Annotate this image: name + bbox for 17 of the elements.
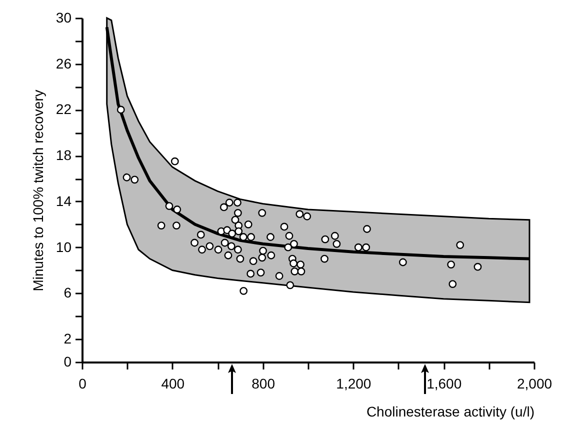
y-tick-label: 18 bbox=[56, 147, 72, 164]
y-tick-label: 14 bbox=[56, 192, 72, 209]
y-tick-label: 30 bbox=[56, 10, 72, 26]
x-tick-label: 1,600 bbox=[426, 376, 462, 392]
y-tick-label: 10 bbox=[56, 238, 72, 255]
x-tick-label: 0 bbox=[78, 376, 87, 392]
x-axis-title: Cholinesterase activity (u/l) bbox=[366, 404, 534, 420]
y-tick-label: 26 bbox=[56, 55, 72, 72]
y-tick-label: 6 bbox=[64, 284, 72, 301]
y-tick-label: 0 bbox=[64, 354, 72, 370]
x-tick-label: 800 bbox=[252, 376, 276, 392]
y-tick-label: 2 bbox=[64, 330, 72, 347]
y-tick-label: 22 bbox=[56, 101, 72, 118]
x-tick-label: 2,000 bbox=[516, 376, 552, 392]
x-tick-label: 1,200 bbox=[336, 376, 372, 392]
x-tick-label: 400 bbox=[161, 376, 185, 392]
y-axis-title: Minutes to 100% twitch recovery bbox=[30, 90, 46, 292]
